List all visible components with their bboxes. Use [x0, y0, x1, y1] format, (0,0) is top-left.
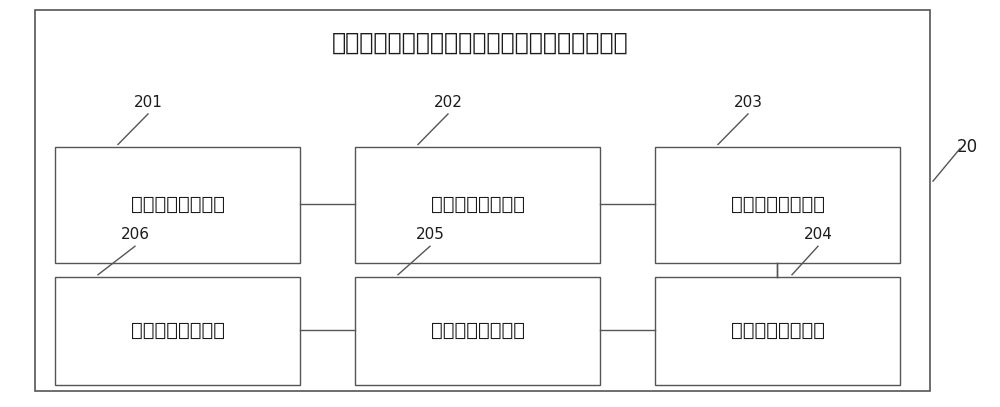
Bar: [55, 277, 300, 385]
Text: 气候数据确定模块: 气候数据确定模块: [731, 195, 825, 214]
Text: 气候数据转换模块: 气候数据转换模块: [731, 321, 825, 340]
Bar: [35, 10, 930, 391]
Text: 204: 204: [804, 227, 832, 242]
Text: 201: 201: [134, 95, 162, 110]
Bar: [655, 147, 900, 263]
Text: 206: 206: [120, 227, 150, 242]
Bar: [355, 277, 600, 385]
Text: 203: 203: [734, 95, 763, 110]
Text: 20: 20: [956, 138, 978, 155]
Bar: [55, 147, 300, 263]
Bar: [655, 277, 900, 385]
Text: 数据类型转换模块: 数据类型转换模块: [430, 321, 524, 340]
Text: 传输请求识别模块: 传输请求识别模块: [430, 195, 524, 214]
Text: 205: 205: [416, 227, 444, 242]
Bar: [355, 147, 600, 263]
Text: 传输算法确定模块: 传输算法确定模块: [130, 321, 224, 340]
Text: 基于同步轨道卫星通信系统的数据传输控制装置: 基于同步轨道卫星通信系统的数据传输控制装置: [332, 31, 628, 55]
Text: 202: 202: [434, 95, 462, 110]
Text: 传输请求获取模块: 传输请求获取模块: [130, 195, 224, 214]
